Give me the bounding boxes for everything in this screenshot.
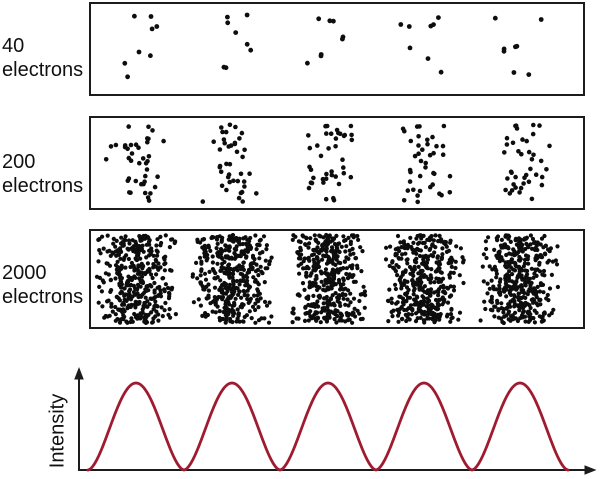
electron-count-40-unit: electrons xyxy=(2,59,84,81)
electron-count-200: 200 xyxy=(2,151,36,173)
detection-screen-40-electrons xyxy=(89,2,585,96)
row-label-2000-electrons: 2000 electrons xyxy=(2,261,83,309)
electron-count-200-unit: electrons xyxy=(2,175,84,197)
electron-count-2000: 2000 xyxy=(2,262,47,284)
y-axis-arrow-icon xyxy=(74,367,84,380)
electron-dots-2000 xyxy=(94,232,561,326)
electron-dots-200 xyxy=(103,122,552,205)
electron-count-2000-unit: electrons xyxy=(2,286,84,308)
x-axis-arrow-icon xyxy=(584,465,597,475)
row-label-40-electrons: 40 electrons xyxy=(2,34,83,82)
row-label-200-electrons: 200 electrons xyxy=(2,150,83,198)
electron-dots-40 xyxy=(122,12,544,80)
intensity-curve xyxy=(86,381,570,472)
electron-count-40: 40 xyxy=(2,35,25,57)
y-axis-label: Intensity xyxy=(46,393,69,469)
